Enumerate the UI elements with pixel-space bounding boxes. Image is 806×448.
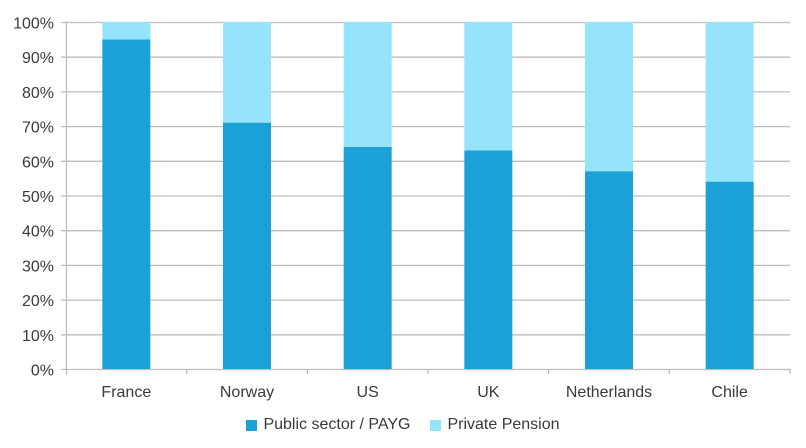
stacked-bar-chart: 0% 10% 20% 30% 40% 50% 60% 70% 80% 90% 100% France N… <box>13 16 791 401</box>
bar-private-norway <box>223 22 271 123</box>
y-tick-label: 100% <box>13 16 54 33</box>
bar-private-us <box>343 22 392 147</box>
legend-swatch-private <box>430 419 442 431</box>
y-tick-label: 70% <box>22 120 54 137</box>
x-tick-label: Norway <box>220 384 274 401</box>
bar-public-norway <box>223 122 271 369</box>
y-tick-label: 0% <box>31 363 54 380</box>
y-tick-label: 10% <box>22 328 54 345</box>
y-tick-label: 80% <box>22 85 54 102</box>
legend-label-private: Private Pension <box>447 416 560 433</box>
y-tick-label: 60% <box>22 154 54 171</box>
legend-item-private: Private Pension <box>430 416 560 434</box>
y-tick-label: 50% <box>22 189 54 206</box>
legend-item-public: Public sector / PAYG <box>246 416 410 434</box>
bar-private-uk <box>464 22 513 151</box>
bar-public-uk <box>464 150 513 369</box>
x-tick-label: Chile <box>711 384 748 401</box>
x-tick-label: UK <box>477 384 500 401</box>
bar-public-france <box>102 39 151 369</box>
bar-private-netherlands <box>585 22 633 172</box>
x-tick-label: US <box>357 384 379 401</box>
x-tick-label: Netherlands <box>566 384 652 401</box>
y-tick-label: 90% <box>22 50 54 67</box>
legend: Public sector / PAYG Private Pension <box>0 416 806 434</box>
legend-swatch-public <box>246 419 258 431</box>
bar-private-chile <box>705 22 754 182</box>
x-tick-label: France <box>101 384 151 401</box>
y-tick-label: 30% <box>22 258 54 275</box>
legend-label-public: Public sector / PAYG <box>263 416 411 433</box>
y-tick-label: 20% <box>22 293 54 310</box>
bar-public-netherlands <box>585 171 633 369</box>
bar-public-chile <box>705 181 754 369</box>
bar-public-us <box>343 146 392 369</box>
bar-private-france <box>102 22 151 40</box>
y-tick-label: 40% <box>22 224 54 241</box>
